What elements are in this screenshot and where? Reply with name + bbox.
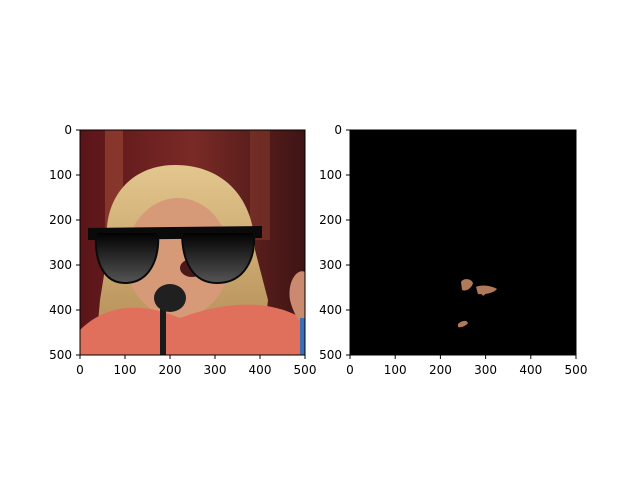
right-ytick-label: 500: [319, 348, 342, 362]
left-ytick-label: 100: [49, 168, 72, 182]
mask-image: [350, 130, 576, 355]
right-ytick-label: 400: [319, 303, 342, 317]
left-xtick-label: 400: [249, 363, 272, 377]
right-axes-ticks: 0 100 200 300 400 500 0 100 200 300 400 500: [319, 123, 587, 377]
left-ytick-label: 400: [49, 303, 72, 317]
left-ytick-label: 300: [49, 258, 72, 272]
right-xtick-label: 300: [474, 363, 497, 377]
left-axes: 0 100 200 300 400 500 0 100 200 300 400 500: [49, 123, 316, 377]
left-ytick-label: 500: [49, 348, 72, 362]
photo-image: [80, 130, 305, 355]
left-ytick-label: 200: [49, 213, 72, 227]
right-xtick-label: 400: [519, 363, 542, 377]
left-ytick-label: 0: [64, 123, 72, 137]
right-xtick-label: 500: [565, 363, 588, 377]
left-xtick-label: 200: [159, 363, 182, 377]
left-xtick-label: 100: [114, 363, 137, 377]
right-ytick-label: 100: [319, 168, 342, 182]
left-xtick-label: 300: [204, 363, 227, 377]
right-ytick-label: 0: [334, 123, 342, 137]
left-xtick-label: 0: [76, 363, 84, 377]
right-xtick-label: 0: [346, 363, 354, 377]
left-axes-ticks: 0 100 200 300 400 500 0 100 200 300 400 500: [49, 123, 316, 377]
left-axes-frame: [79, 129, 306, 356]
right-axes-frame: [349, 129, 577, 356]
right-xtick-label: 100: [384, 363, 407, 377]
mask-patch: [458, 320, 468, 328]
left-xtick-label: 500: [294, 363, 317, 377]
right-ytick-label: 300: [319, 258, 342, 272]
right-axes: 0 100 200 300 400 500 0 100 200 300 400 500: [319, 123, 587, 377]
mask-patch: [479, 290, 488, 296]
sunglasses-overlay: [88, 226, 262, 285]
mask-patches: [458, 279, 497, 328]
right-xtick-label: 200: [429, 363, 452, 377]
right-ytick-label: 200: [319, 213, 342, 227]
mask-patch: [461, 279, 473, 291]
